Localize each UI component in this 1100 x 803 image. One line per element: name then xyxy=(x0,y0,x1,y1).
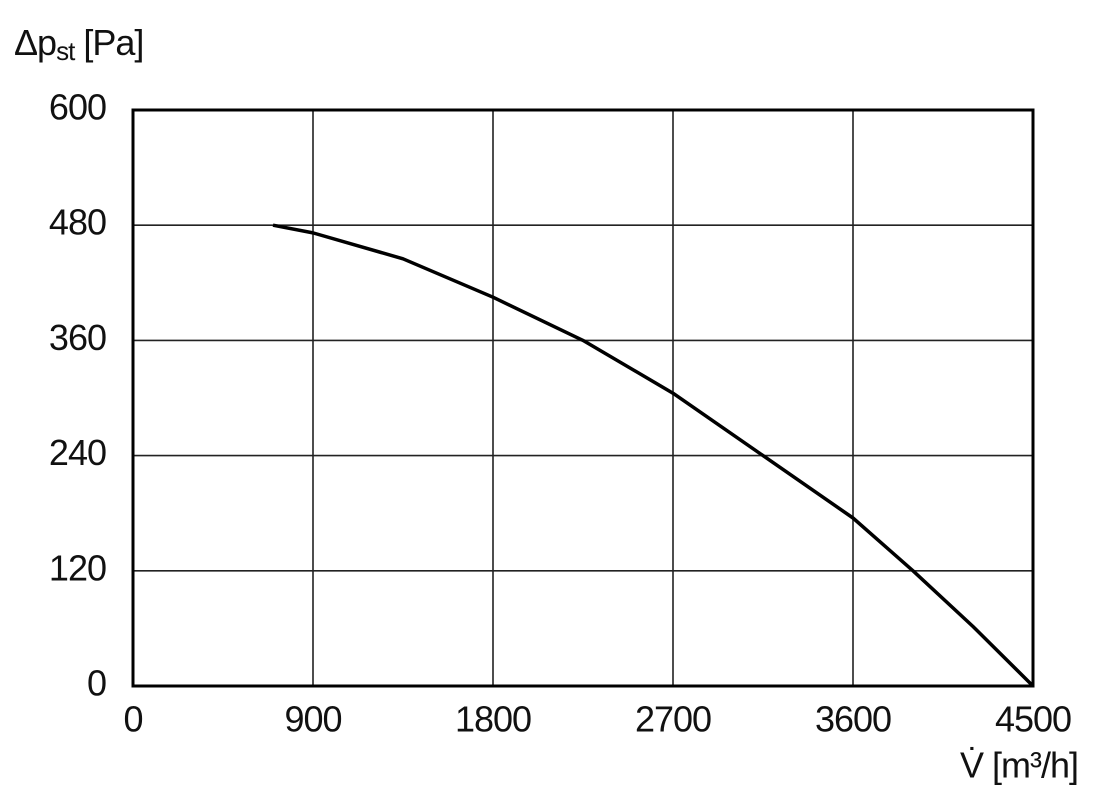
y-tick-label: 240 xyxy=(49,432,106,473)
x-tick-label: 2700 xyxy=(635,699,711,740)
x-tick-label: 900 xyxy=(284,699,341,740)
y-tick-label: 360 xyxy=(49,317,106,358)
y-tick-label: 0 xyxy=(87,663,106,704)
x-tick-label: 0 xyxy=(123,699,142,740)
y-tick-label: 120 xyxy=(49,547,106,588)
curve xyxy=(272,223,1035,688)
y-tick-label: 600 xyxy=(49,87,106,128)
x-tick-label: 1800 xyxy=(455,699,531,740)
y-label-unit: [Pa] xyxy=(74,22,143,63)
y-label-main: Δp xyxy=(14,22,56,63)
y-axis-label: Δpst [Pa] xyxy=(14,22,143,66)
x-tick-label: 3600 xyxy=(815,699,891,740)
y-label-sub: st xyxy=(56,36,76,66)
plot-frame xyxy=(131,108,1035,688)
x-axis-label: V̇ [m³/h] xyxy=(960,745,1078,786)
y-tick-label: 480 xyxy=(49,202,106,243)
x-tick-label: 4500 xyxy=(995,699,1071,740)
